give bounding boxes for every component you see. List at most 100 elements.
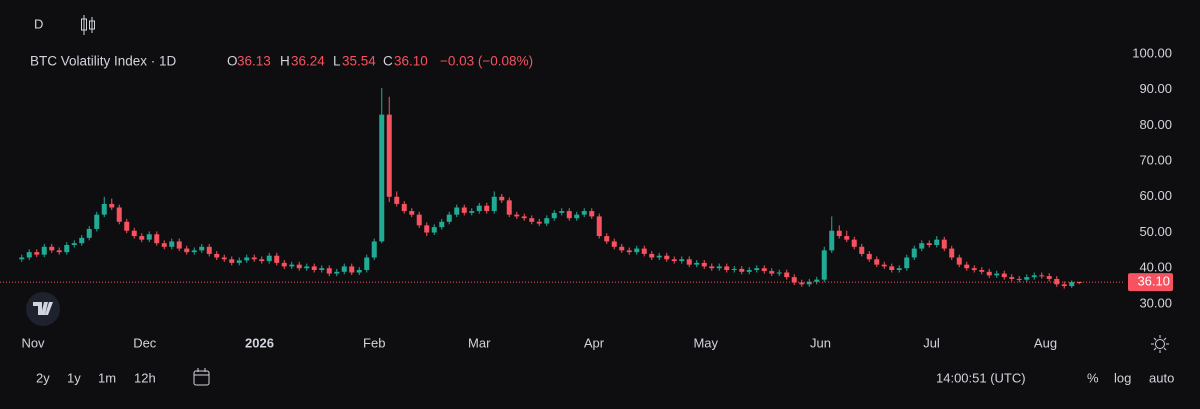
h-key: H bbox=[280, 54, 290, 69]
range-button[interactable]: 1y bbox=[67, 370, 81, 385]
candle-body bbox=[574, 214, 580, 219]
candle-body bbox=[844, 236, 850, 240]
candle-body bbox=[371, 241, 377, 258]
percent-toggle[interactable]: % bbox=[1087, 370, 1099, 385]
candle-body bbox=[199, 246, 205, 251]
candle-body bbox=[731, 268, 737, 270]
candle-body bbox=[679, 259, 685, 262]
candle-body bbox=[919, 243, 925, 249]
candle-body bbox=[304, 266, 310, 269]
y-tick-label: 70.00 bbox=[1139, 153, 1172, 168]
candle-body bbox=[281, 262, 287, 267]
candle-body bbox=[454, 207, 460, 215]
candle-body bbox=[776, 272, 782, 274]
change: −0.03 (−0.08%) bbox=[440, 54, 533, 69]
candle-body bbox=[71, 243, 77, 245]
candle-body bbox=[559, 211, 565, 213]
candle-body bbox=[814, 279, 820, 282]
x-tick-label: Dec bbox=[133, 335, 157, 350]
candle-body bbox=[619, 246, 625, 251]
date-range-icon[interactable] bbox=[193, 368, 210, 386]
candle-body bbox=[791, 277, 797, 283]
candle-body bbox=[746, 270, 752, 272]
candle-body bbox=[424, 225, 430, 233]
candle-body bbox=[364, 257, 370, 270]
candle-body bbox=[184, 248, 190, 253]
candle-body bbox=[236, 260, 242, 263]
settings-icon[interactable] bbox=[1151, 335, 1169, 353]
candle-body bbox=[64, 245, 70, 253]
candle-body bbox=[146, 234, 152, 240]
candle-type-icon[interactable] bbox=[81, 15, 95, 35]
candle-body bbox=[274, 255, 280, 263]
candle-body bbox=[634, 248, 640, 253]
candle-body bbox=[334, 271, 340, 274]
candle-body bbox=[296, 264, 302, 269]
candle-body bbox=[289, 264, 295, 267]
candle-body bbox=[589, 211, 595, 217]
l-key: L bbox=[333, 54, 341, 69]
clock: 14:00:51 (UTC) bbox=[936, 370, 1026, 385]
candle-body bbox=[806, 281, 812, 285]
log-toggle[interactable]: log bbox=[1114, 370, 1131, 385]
candle-body bbox=[986, 271, 992, 276]
candle-body bbox=[1016, 278, 1022, 280]
candle-body bbox=[319, 268, 325, 270]
candle-body bbox=[101, 203, 107, 215]
o-value: 36.13 bbox=[237, 54, 271, 69]
candle-body bbox=[1076, 282, 1082, 284]
candle-body bbox=[799, 282, 805, 285]
c-value: 36.10 bbox=[394, 54, 428, 69]
candle-body bbox=[671, 259, 677, 262]
candle-body bbox=[1054, 278, 1060, 285]
interval-button[interactable]: D bbox=[34, 16, 43, 31]
x-tick-label: Apr bbox=[584, 335, 605, 350]
candle-body bbox=[904, 257, 910, 269]
candle-body bbox=[836, 230, 842, 237]
candle-body bbox=[469, 211, 475, 213]
candle-body bbox=[191, 250, 197, 253]
range-button[interactable]: 1m bbox=[98, 370, 116, 385]
candle-body bbox=[109, 203, 115, 208]
candle-body bbox=[784, 272, 790, 278]
tv-logo[interactable] bbox=[26, 292, 60, 326]
y-tick-label: 80.00 bbox=[1139, 117, 1172, 132]
candle-body bbox=[881, 264, 887, 267]
candle-body bbox=[86, 228, 92, 238]
h-value: 36.24 bbox=[291, 54, 325, 69]
range-button[interactable]: 2y bbox=[36, 370, 50, 385]
candle-body bbox=[169, 241, 175, 247]
candle-body bbox=[266, 255, 272, 262]
candle-body bbox=[416, 214, 422, 226]
candle-body bbox=[394, 196, 400, 204]
y-tick-label: 100.00 bbox=[1132, 45, 1172, 60]
candle-body bbox=[761, 268, 767, 272]
candle-body bbox=[1009, 277, 1015, 279]
candle-body bbox=[941, 239, 947, 249]
range-button[interactable]: 12h bbox=[134, 370, 156, 385]
candle-body bbox=[971, 268, 977, 270]
candle-body bbox=[596, 216, 602, 237]
x-tick-label: Jul bbox=[923, 335, 940, 350]
candle-body bbox=[499, 196, 505, 201]
candle-body bbox=[311, 266, 317, 270]
candle-body bbox=[484, 205, 490, 212]
candle-body bbox=[889, 266, 895, 270]
candle-body bbox=[604, 236, 610, 242]
candle-body bbox=[551, 212, 557, 219]
candle-body bbox=[41, 246, 47, 255]
candle-body bbox=[851, 239, 857, 247]
candle-body bbox=[956, 257, 962, 265]
y-tick-label: 50.00 bbox=[1139, 224, 1172, 239]
bottom-bar: 2y 1y 1m 12h bbox=[36, 370, 156, 385]
candle-body bbox=[341, 266, 347, 272]
candle-body bbox=[326, 268, 332, 274]
candle-body bbox=[994, 273, 1000, 276]
auto-toggle[interactable]: auto bbox=[1149, 370, 1174, 385]
candle-body bbox=[356, 270, 362, 273]
candle-body bbox=[656, 255, 662, 258]
candle-body bbox=[544, 218, 550, 224]
candle-body bbox=[56, 250, 62, 253]
candle-body bbox=[701, 262, 707, 267]
x-tick-label: Aug bbox=[1034, 335, 1057, 350]
